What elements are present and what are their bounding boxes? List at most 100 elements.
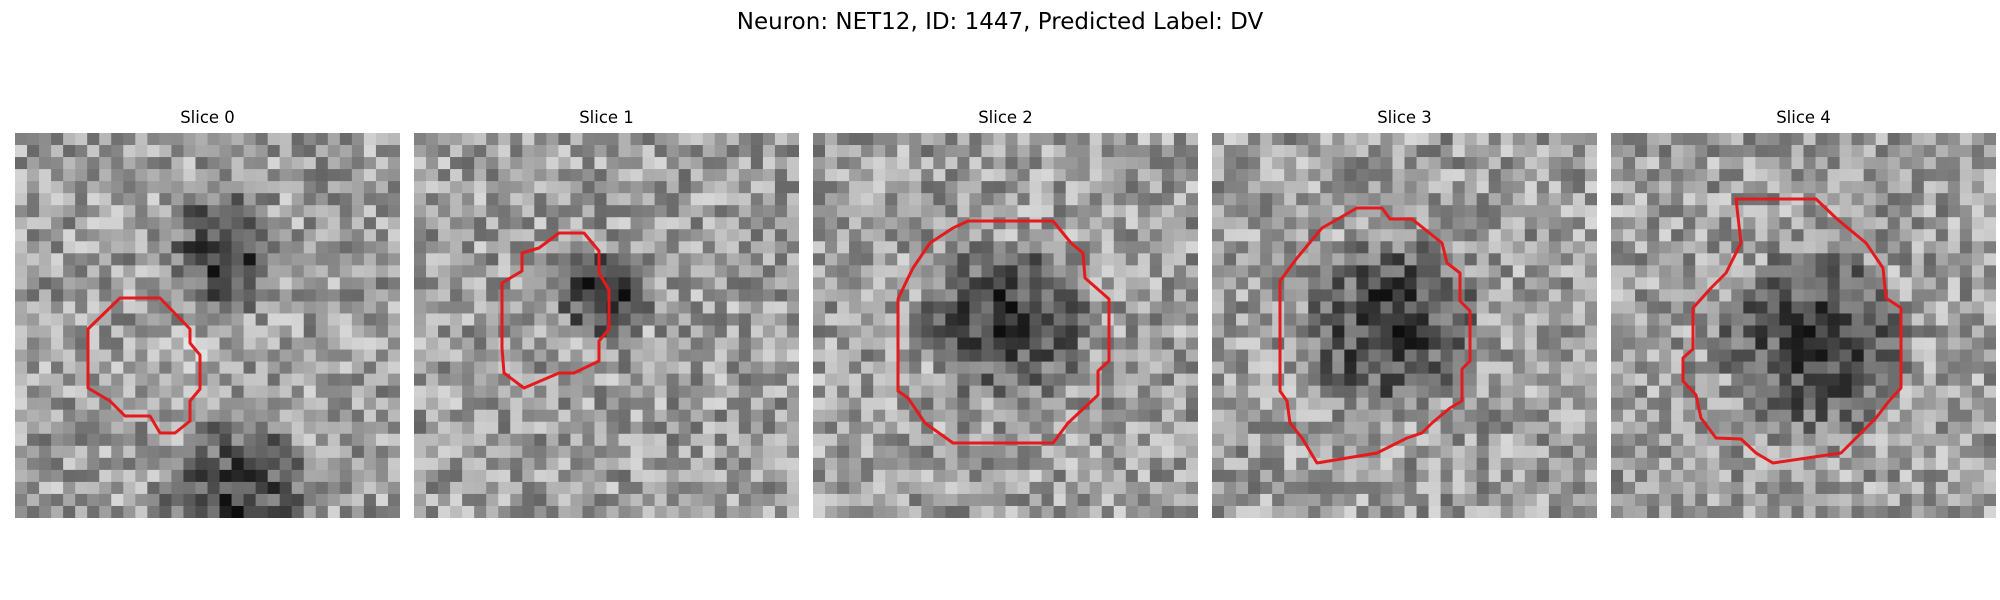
image-pixel <box>1899 217 1913 230</box>
image-pixel <box>1332 205 1345 218</box>
image-pixel <box>1827 325 1840 338</box>
image-pixel <box>921 145 934 158</box>
image-pixel <box>303 169 317 182</box>
image-pixel <box>438 277 451 290</box>
image-pixel <box>1356 493 1369 507</box>
image-pixel <box>387 229 400 242</box>
image-pixel <box>1320 469 1333 483</box>
image-pixel <box>945 157 958 170</box>
image-pixel <box>159 217 172 230</box>
image-pixel <box>363 133 377 146</box>
image-pixel <box>474 493 487 507</box>
image-pixel <box>750 169 764 182</box>
image-pixel <box>39 361 52 375</box>
image-pixel <box>1440 301 1454 314</box>
image-pixel <box>1017 385 1030 399</box>
image-pixel <box>1416 265 1429 278</box>
image-pixel <box>1380 229 1393 242</box>
image-pixel <box>1149 289 1163 302</box>
image-pixel <box>99 193 112 206</box>
image-pixel <box>99 157 112 170</box>
image-pixel <box>570 229 583 242</box>
image-pixel <box>1803 265 1816 278</box>
image-pixel <box>1392 505 1405 518</box>
image-pixel <box>1029 145 1042 158</box>
image-pixel <box>825 301 838 314</box>
image-pixel <box>1971 253 1985 266</box>
image-pixel <box>1659 265 1672 278</box>
image-pixel <box>774 241 788 254</box>
image-pixel <box>363 481 377 495</box>
image-pixel <box>813 169 826 182</box>
image-pixel <box>327 361 341 375</box>
image-pixel <box>1380 301 1393 314</box>
image-pixel <box>1380 157 1393 170</box>
image-pixel <box>1536 277 1550 290</box>
image-pixel <box>714 205 728 218</box>
image-pixel <box>1380 373 1393 387</box>
image-pixel <box>873 301 886 314</box>
image-pixel <box>774 289 788 302</box>
image-pixel <box>39 205 52 218</box>
image-pixel <box>1308 241 1321 254</box>
image-pixel <box>861 361 874 375</box>
image-pixel <box>666 337 680 350</box>
image-pixel <box>414 361 427 375</box>
image-pixel <box>981 469 994 483</box>
image-pixel <box>111 145 124 158</box>
image-pixel <box>1512 193 1526 206</box>
image-pixel <box>315 133 329 146</box>
image-pixel <box>159 181 172 194</box>
image-pixel <box>291 145 305 158</box>
image-pixel <box>1803 133 1816 146</box>
image-pixel <box>438 493 451 507</box>
image-pixel <box>51 481 64 495</box>
image-pixel <box>486 361 499 375</box>
image-pixel <box>1923 385 1937 399</box>
image-pixel <box>1440 385 1454 399</box>
image-pixel <box>873 157 886 170</box>
image-pixel <box>1803 277 1816 290</box>
image-pixel <box>1005 313 1018 326</box>
image-pixel <box>135 457 148 471</box>
image-pixel <box>1707 457 1720 471</box>
image-pixel <box>1368 145 1381 158</box>
image-pixel <box>243 493 257 507</box>
image-pixel <box>51 313 64 326</box>
image-pixel <box>1476 349 1490 362</box>
image-pixel <box>1065 181 1079 194</box>
image-pixel <box>267 229 281 242</box>
image-pixel <box>1029 457 1042 471</box>
image-pixel <box>474 505 487 518</box>
image-pixel <box>255 157 269 170</box>
image-pixel <box>1512 361 1526 375</box>
image-pixel <box>738 493 752 507</box>
image-pixel <box>1356 241 1369 254</box>
image-pixel <box>1464 229 1478 242</box>
image-pixel <box>1647 169 1660 182</box>
image-pixel <box>534 385 547 399</box>
image-pixel <box>1428 481 1441 495</box>
image-pixel <box>51 229 64 242</box>
image-pixel <box>291 205 305 218</box>
image-pixel <box>510 361 523 375</box>
image-pixel <box>1512 433 1526 447</box>
image-pixel <box>1659 433 1672 447</box>
image-pixel <box>1779 313 1792 326</box>
image-pixel <box>885 277 898 290</box>
image-pixel <box>1719 421 1732 435</box>
image-pixel <box>1560 397 1574 411</box>
image-pixel <box>1512 301 1526 314</box>
image-pixel <box>87 157 100 170</box>
image-pixel <box>1101 217 1115 230</box>
image-pixel <box>1149 181 1163 194</box>
image-pixel <box>1947 133 1961 146</box>
image-pixel <box>957 169 970 182</box>
image-pixel <box>1524 397 1538 411</box>
image-pixel <box>1428 361 1441 375</box>
image-pixel <box>1332 253 1345 266</box>
image-pixel <box>75 409 88 423</box>
image-pixel <box>1308 409 1321 423</box>
image-pixel <box>738 433 752 447</box>
image-pixel <box>1611 145 1624 158</box>
